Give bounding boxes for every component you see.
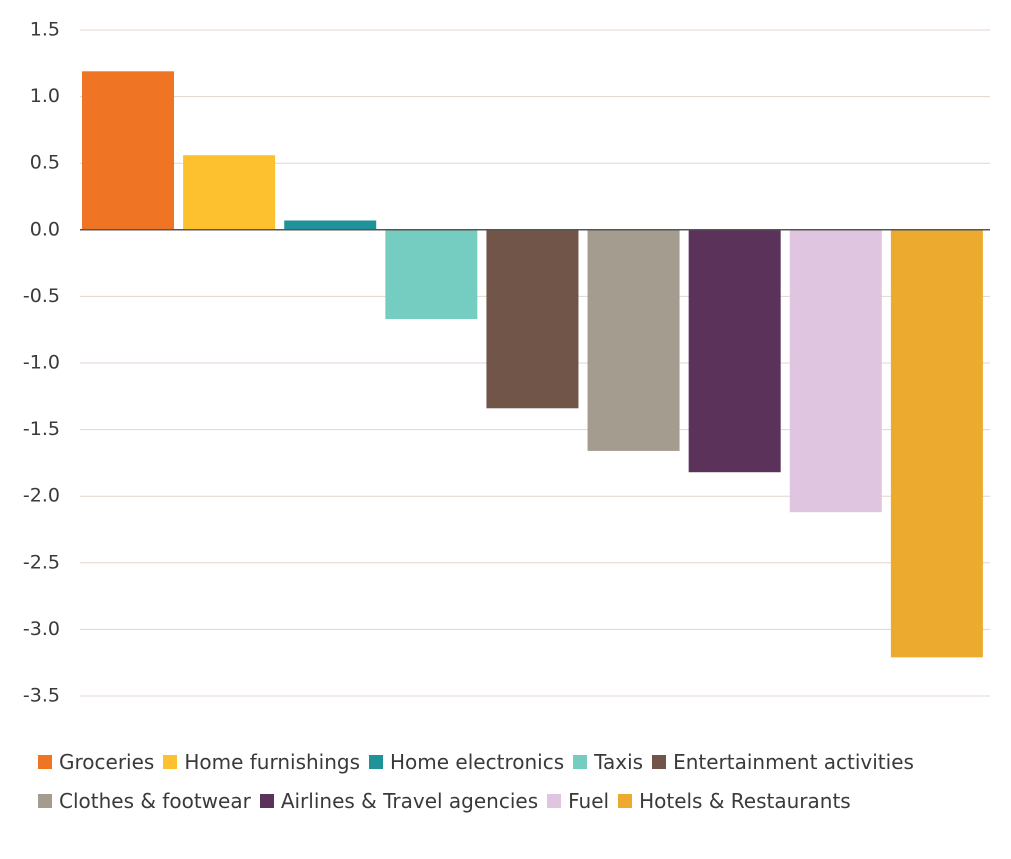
- legend-swatch: [573, 755, 588, 769]
- legend-item: Taxis: [573, 748, 643, 776]
- legend-label: Taxis: [594, 750, 644, 774]
- legend-item: Airlines & Travel agencies: [259, 787, 539, 815]
- legend-item: Entertainment activities: [652, 748, 914, 776]
- bar: [82, 71, 175, 230]
- y-tick-label: -1.5: [23, 418, 60, 440]
- y-tick-label: -3.0: [23, 618, 60, 640]
- y-tick-label: 0.5: [30, 152, 60, 174]
- legend-label: Hotels & Restaurants: [639, 789, 851, 813]
- legend-swatch: [547, 794, 562, 808]
- bar: [789, 229, 882, 513]
- legend-swatch: [259, 794, 274, 808]
- y-tick-label: -0.5: [23, 285, 60, 307]
- y-tick-label: -3.5: [23, 685, 60, 707]
- y-tick-label: -2.0: [23, 485, 60, 507]
- y-tick-label: 1.5: [30, 19, 60, 41]
- legend-label: Home electronics: [390, 750, 565, 774]
- y-tick-label: -2.5: [23, 551, 60, 573]
- y-tick-label: 0.0: [30, 218, 60, 240]
- chart: 1.5 1.0 0.5 0.0 -0.5 -1.0 -1.5 -2.0 -2.5 -3.0 -3.5: [23, 19, 990, 707]
- legend-item: Hotels & Restaurants: [618, 787, 851, 815]
- bar: [385, 229, 478, 320]
- legend-swatch: [652, 755, 667, 769]
- legend-label: Airlines & Travel agencies: [280, 789, 539, 813]
- legend-swatch: [369, 755, 384, 769]
- legend-label: Clothes & footwear: [59, 789, 251, 813]
- legend-label: Home furnishings: [184, 750, 361, 774]
- bar: [183, 155, 276, 230]
- legend-swatch: [38, 755, 52, 769]
- bar: [890, 229, 983, 658]
- legend-item: Home furnishings: [163, 748, 360, 776]
- legend-swatch: [618, 794, 633, 808]
- legend-item: Fuel: [547, 787, 609, 815]
- bar: [284, 220, 377, 230]
- legend-label: Fuel: [568, 789, 610, 813]
- bar: [486, 229, 579, 409]
- legend-item: Groceries: [38, 748, 154, 776]
- bar: [587, 229, 680, 451]
- y-tick-label: -1.0: [23, 352, 60, 374]
- y-tick-label: 1.0: [30, 85, 60, 107]
- legend-swatch: [38, 794, 52, 808]
- bar: [688, 229, 781, 473]
- legend-item: Clothes & footwear: [38, 787, 251, 815]
- legend-item: Home electronics: [369, 748, 564, 776]
- legend-label: Groceries: [59, 750, 155, 774]
- legend-label: Entertainment activities: [673, 750, 914, 774]
- legend: Groceries Home furnishings Home electronic…: [38, 748, 1008, 815]
- legend-swatch: [163, 755, 178, 769]
